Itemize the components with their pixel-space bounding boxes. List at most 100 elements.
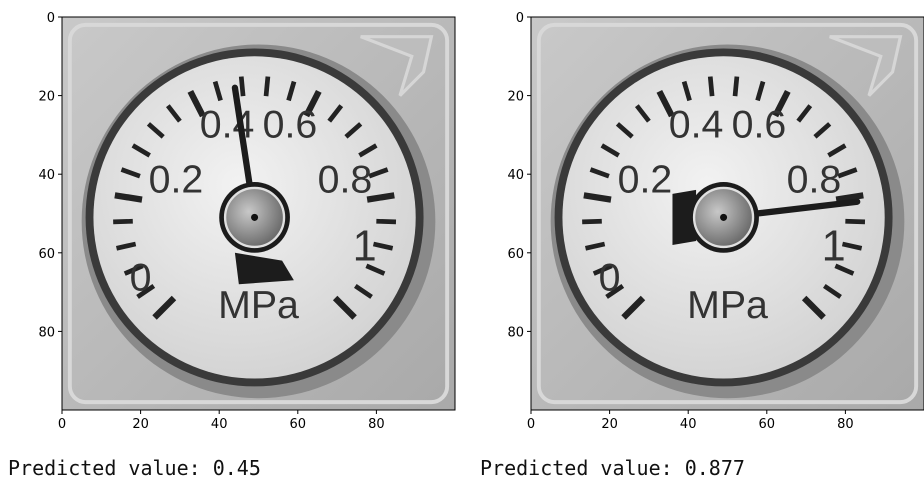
dial-tick: [592, 263, 613, 276]
dial-tick: [837, 167, 858, 179]
dial-tick: [772, 89, 791, 118]
dial-label: 0.8: [318, 157, 373, 201]
dial-tick: [344, 122, 363, 139]
dial-unit: MPa: [687, 283, 768, 327]
axes-frame: [61, 16, 456, 411]
dial-tick: [615, 122, 634, 139]
gauge-image: 0 0.2 0.4 0.60.8 1 MPa: [62, 17, 455, 410]
dial-tick: [372, 241, 394, 251]
y-tick-label: 40: [38, 168, 55, 183]
dial-label: 0.4: [669, 102, 724, 146]
dial-tick: [238, 76, 246, 97]
axes-frame: [530, 16, 924, 411]
bezel: [536, 22, 919, 405]
dial-tick: [212, 80, 223, 102]
dial-tick: [796, 104, 813, 123]
corner-mark: [829, 35, 903, 97]
x-tick-label: 60: [759, 417, 776, 432]
dial-unit: MPa: [218, 283, 299, 327]
dial-tick: [755, 80, 766, 102]
x-tick-label: 40: [211, 417, 228, 432]
dial-label: 0.2: [618, 157, 673, 201]
x-tick-label: 80: [368, 417, 385, 432]
dial-tick: [303, 89, 322, 118]
y-tick-label: 0: [47, 11, 55, 26]
x-tick-label: 20: [132, 417, 149, 432]
needle-tail: [234, 252, 294, 285]
panel: 0 0.2 0.4 0.60.8 1 MPa 0 20 40 60 80 0 20 40 60 80 Predi…: [8, 11, 456, 480]
x-tick-label: 0: [527, 417, 535, 432]
dial-tick: [263, 76, 271, 97]
dial-tick: [656, 89, 675, 118]
x-tick-label: 0: [58, 417, 66, 432]
dial-tick: [823, 283, 842, 299]
dial-tick: [123, 263, 144, 276]
needle-tail: [672, 189, 697, 245]
x-tick-label: 40: [680, 417, 697, 432]
prediction-caption: Predicted value: 0.45: [8, 456, 261, 480]
dial-tick: [845, 218, 866, 225]
dial-tick: [589, 167, 610, 179]
dial-tick: [681, 80, 692, 102]
dial-tick: [165, 104, 182, 123]
dial-tick: [584, 241, 606, 251]
dial-tick: [115, 241, 137, 251]
y-tick-label: 80: [38, 325, 55, 340]
dial-label: 0.6: [263, 102, 318, 146]
prediction-caption: Predicted value: 0.877: [480, 456, 745, 480]
y-tick-label: 20: [507, 90, 524, 105]
dial-tick: [286, 80, 297, 102]
y-tick-label: 60: [38, 247, 55, 262]
dial-tick: [358, 143, 378, 158]
dial-label: 0.8: [787, 157, 842, 201]
corner-mark: [360, 35, 434, 97]
y-tick-label: 80: [507, 325, 524, 340]
dial-tick: [131, 143, 151, 158]
dial-tick: [732, 76, 740, 97]
hub-pin: [251, 213, 259, 221]
gauge-image: 0 0.2 0.4 0.60.8 1 MPa: [531, 17, 924, 410]
dial-label: 0: [599, 256, 621, 300]
dial-tick: [841, 241, 863, 251]
x-tick-label: 80: [837, 417, 854, 432]
x-tick-label: 60: [290, 417, 307, 432]
dial-tick: [146, 122, 165, 139]
dial-tick: [332, 295, 357, 320]
hub-pin: [720, 213, 728, 221]
dial-label: 0.6: [732, 102, 787, 146]
dial-tick: [152, 295, 177, 320]
y-tick-label: 40: [507, 168, 524, 183]
dial-label: 1: [822, 222, 846, 270]
bezel: [67, 22, 450, 405]
dial-tick: [707, 76, 715, 97]
y-tick-label: 60: [507, 247, 524, 262]
dial-tick: [365, 263, 386, 276]
dial-tick: [327, 104, 344, 123]
dial-label: 0: [130, 256, 152, 300]
dial-tick: [621, 295, 646, 320]
dial-tick: [368, 167, 389, 179]
dial-label: 0.4: [200, 102, 255, 146]
dial-tick: [354, 283, 373, 299]
dial-label: 1: [353, 222, 377, 270]
dial-tick: [376, 218, 397, 225]
dial-tick: [827, 143, 847, 158]
dial-tick: [120, 167, 141, 179]
dial-tick: [813, 122, 832, 139]
dial-tick: [634, 104, 651, 123]
dial-tick: [187, 89, 206, 118]
dial-tick: [114, 192, 143, 203]
dial-tick: [600, 143, 620, 158]
panel: 0 0.2 0.4 0.60.8 1 MPa 0 20 40 60 80 0 20 40 60 80 Predi…: [480, 11, 924, 480]
dial-tick: [835, 192, 864, 203]
dial-tick: [366, 192, 395, 203]
dial-tick: [801, 295, 826, 320]
y-tick-label: 20: [38, 90, 55, 105]
dial-label: 0.2: [149, 157, 204, 201]
dial-tick: [834, 263, 855, 276]
dial-tick: [582, 218, 602, 225]
y-tick-label: 0: [516, 11, 524, 26]
dial-tick: [113, 218, 133, 225]
dial-tick: [136, 283, 156, 299]
